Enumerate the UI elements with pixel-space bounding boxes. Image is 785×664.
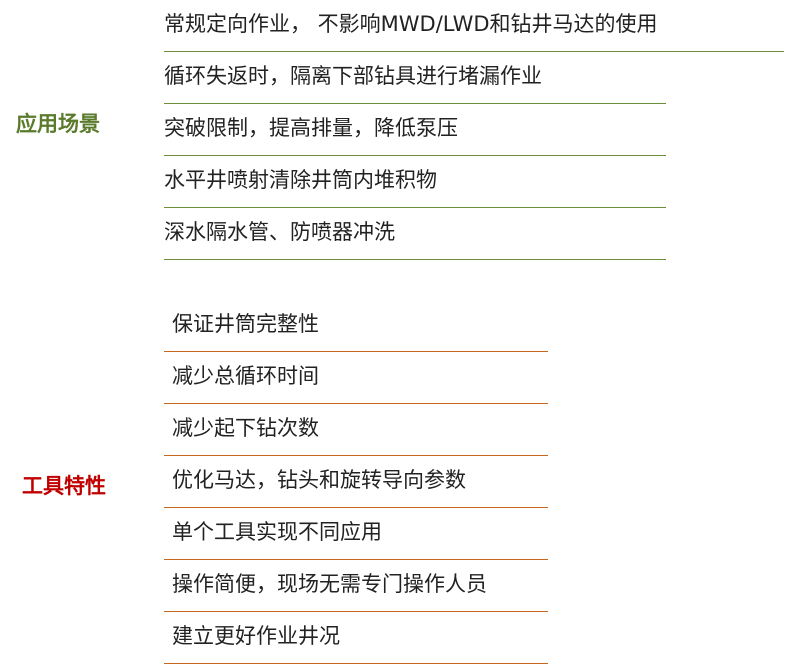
list-item: 保证井筒完整性: [164, 300, 548, 352]
section-label: 应用场景: [16, 112, 100, 136]
list-item: 深水隔水管、防喷器冲洗: [164, 208, 666, 260]
list-item: 单个工具实现不同应用: [164, 508, 548, 560]
list-item: 常规定向作业， 不影响MWD/LWD和钻井马达的使用: [164, 0, 784, 52]
list-item: 减少起下钻次数: [164, 404, 548, 456]
list-item: 建立更好作业井况: [164, 612, 548, 664]
section-label: 工具特性: [22, 474, 106, 498]
list-item: 突破限制，提高排量，降低泵压: [164, 104, 666, 156]
list-item: 水平井喷射清除井筒内堆积物: [164, 156, 666, 208]
list-item: 循环失返时，隔离下部钻具进行堵漏作业: [164, 52, 666, 104]
list-item: 操作简便，现场无需专门操作人员: [164, 560, 548, 612]
list-item: 优化马达，钻头和旋转导向参数: [164, 456, 548, 508]
list-item: 减少总循环时间: [164, 352, 548, 404]
